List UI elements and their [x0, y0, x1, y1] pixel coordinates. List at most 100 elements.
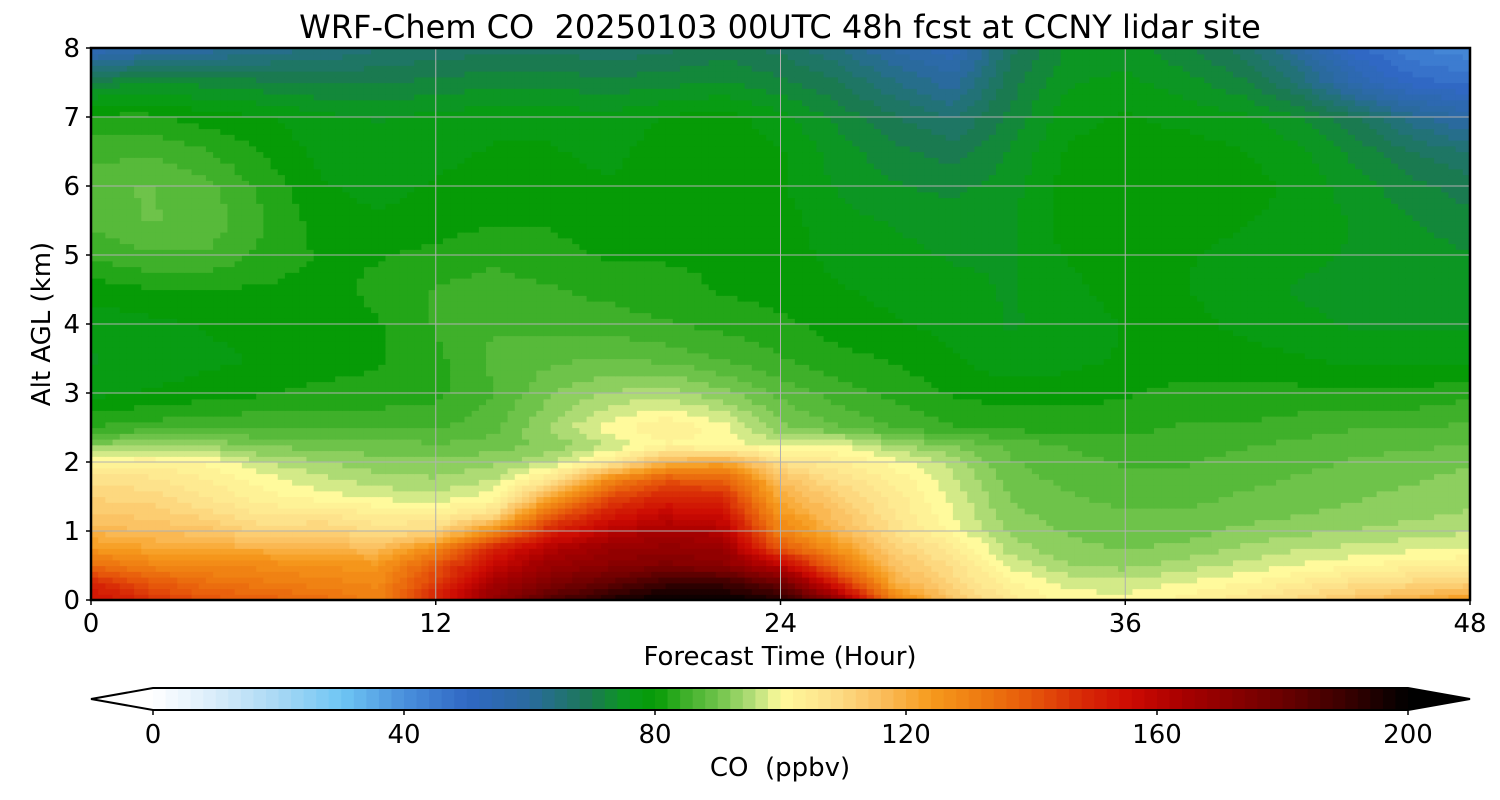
heatmap-cell	[105, 444, 114, 452]
heatmap-cell	[888, 479, 897, 486]
heatmap-cell	[909, 502, 918, 509]
heatmap-cell	[457, 588, 466, 595]
heatmap-cell	[249, 450, 257, 457]
heatmap-cell	[1211, 525, 1220, 532]
heatmap-cell	[787, 513, 796, 521]
heatmap-cell	[1434, 548, 1442, 555]
heatmap-cell	[1362, 485, 1371, 492]
heatmap-cell	[1046, 502, 1055, 509]
heatmap-cell	[450, 496, 458, 503]
heatmap-cell	[241, 479, 250, 486]
heatmap-cell	[177, 519, 185, 526]
heatmap-cell	[1254, 462, 1263, 469]
heatmap-cell	[672, 456, 681, 463]
heatmap-cell	[1369, 513, 1378, 521]
heatmap-cell	[428, 479, 437, 486]
heatmap-cell	[1096, 582, 1105, 590]
heatmap-cell	[342, 502, 351, 509]
heatmap-cell	[1046, 508, 1055, 515]
heatmap-cell	[938, 513, 947, 521]
heatmap-cell	[105, 502, 114, 509]
heatmap-cell	[1096, 531, 1105, 538]
heatmap-cell	[299, 519, 308, 526]
heatmap-cell	[1247, 508, 1256, 515]
heatmap-cell	[995, 508, 1004, 515]
heatmap-cell	[134, 479, 142, 486]
heatmap-cell	[1326, 508, 1335, 515]
heatmap-cell	[428, 582, 437, 590]
heatmap-cell	[198, 571, 207, 578]
heatmap-cell	[1326, 473, 1335, 480]
heatmap-cell	[1232, 490, 1241, 498]
heatmap-cell	[256, 525, 264, 532]
heatmap-cell	[249, 496, 257, 503]
heatmap-cell	[457, 456, 466, 463]
heatmap-cell	[256, 588, 264, 595]
heatmap-cell	[421, 594, 430, 600]
heatmap-cell	[557, 479, 566, 486]
heatmap-cell	[888, 462, 897, 469]
heatmap-cell	[1110, 542, 1119, 549]
heatmap-cell	[313, 490, 322, 498]
heatmap-cell	[205, 536, 214, 544]
heatmap-cell	[1290, 496, 1299, 503]
heatmap-cell	[1182, 485, 1191, 492]
heatmap-cell	[335, 542, 343, 549]
heatmap-cell	[442, 473, 451, 480]
heatmap-cell	[392, 588, 401, 595]
heatmap-cell	[622, 490, 631, 498]
heatmap-cell	[407, 519, 415, 526]
heatmap-cell	[1448, 467, 1457, 475]
heatmap-cell	[737, 542, 746, 549]
heatmap-cell	[464, 519, 473, 526]
heatmap-cell	[1355, 467, 1363, 475]
heatmap-cell	[428, 525, 437, 532]
heatmap-cell	[277, 485, 286, 492]
heatmap-cell	[837, 536, 846, 544]
heatmap-cell	[1017, 456, 1026, 463]
heatmap-cell	[744, 508, 753, 515]
heatmap-cell	[593, 548, 602, 555]
heatmap-cell	[902, 502, 911, 509]
heatmap-cell	[629, 462, 638, 469]
heatmap-cell	[687, 559, 695, 567]
heatmap-cell	[730, 467, 738, 475]
heatmap-cell	[837, 450, 846, 457]
heatmap-cell	[1362, 450, 1371, 457]
heatmap-cell	[730, 513, 738, 521]
heatmap-cell	[866, 485, 875, 492]
heatmap-cell	[162, 582, 171, 590]
heatmap-cell	[1024, 513, 1033, 521]
heatmap-cell	[363, 582, 372, 590]
heatmap-cell	[557, 473, 566, 480]
heatmap-cell	[399, 536, 408, 544]
heatmap-cell	[134, 496, 142, 503]
heatmap-cell	[543, 462, 552, 469]
heatmap-cell	[773, 508, 782, 515]
heatmap-cell	[493, 456, 501, 463]
heatmap-cell	[177, 571, 185, 578]
heatmap-cell	[1283, 582, 1292, 590]
heatmap-cell	[931, 485, 940, 492]
heatmap-cell	[1096, 450, 1105, 457]
heatmap-cell	[1003, 490, 1011, 498]
heatmap-cell	[349, 525, 358, 532]
heatmap-cell	[170, 548, 178, 555]
heatmap-cell	[737, 588, 746, 595]
heatmap-cell	[1441, 479, 1450, 486]
heatmap-cell	[809, 536, 818, 544]
heatmap-cell	[1355, 508, 1363, 515]
heatmap-cell	[1096, 473, 1105, 480]
heatmap-cell	[600, 473, 609, 480]
heatmap-cell	[981, 542, 990, 549]
heatmap-cell	[694, 450, 703, 457]
heatmap-cell	[543, 531, 552, 538]
heatmap-cell	[1419, 525, 1428, 532]
heatmap-cell	[241, 496, 250, 503]
heatmap-cell	[1204, 502, 1213, 509]
heatmap-cell	[335, 508, 343, 515]
heatmap-cell	[708, 588, 717, 595]
heatmap-cell	[1283, 565, 1292, 572]
heatmap-cell	[299, 502, 308, 509]
heatmap-cell	[679, 485, 688, 492]
